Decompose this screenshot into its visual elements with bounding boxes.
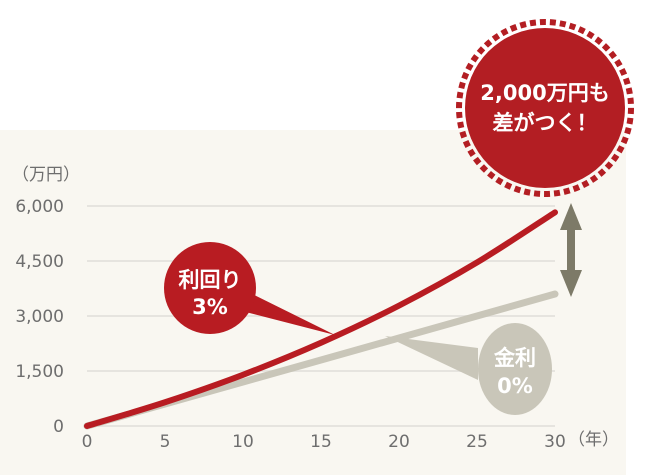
y-tick-label: 6,000 (15, 197, 64, 217)
x-tick-label: 30 (544, 432, 566, 452)
series-label-0pct-line1: 金利 (493, 346, 536, 370)
series-label-0pct-line2: 0% (497, 374, 533, 398)
x-axis-label: （年） (568, 430, 619, 450)
x-tick-label: 20 (388, 432, 410, 452)
series-label-3pct-line1: 利回り (179, 268, 242, 292)
x-tick-label: 25 (466, 432, 488, 452)
callout-pointer-0pct (385, 336, 478, 380)
series-label-3pct-line2: 3% (192, 295, 228, 319)
x-tick-label: 5 (160, 432, 171, 452)
series-line-3pct (84, 209, 558, 429)
callout-bubble-0pct (478, 323, 552, 415)
difference-arrow-icon (560, 203, 582, 297)
y-tick-label: 0 (53, 417, 64, 437)
y-tick-label: 4,500 (15, 252, 64, 272)
badge-dashed-border (456, 19, 634, 197)
y-axis-label: （万円） (12, 165, 80, 185)
x-tick-label: 0 (82, 432, 93, 452)
y-tick-label: 1,500 (15, 362, 64, 382)
callout-bubble-3pct (164, 242, 256, 334)
y-tick-label: 3,000 (15, 307, 64, 327)
callout-pointer-3pct (230, 288, 335, 335)
x-tick-label: 15 (310, 432, 332, 452)
badge-circle (465, 28, 625, 188)
badge-text-line2: 差がつく！ (493, 111, 598, 135)
badge-text-line1: 2,000万円も (480, 81, 609, 105)
x-tick-label: 10 (232, 432, 254, 452)
